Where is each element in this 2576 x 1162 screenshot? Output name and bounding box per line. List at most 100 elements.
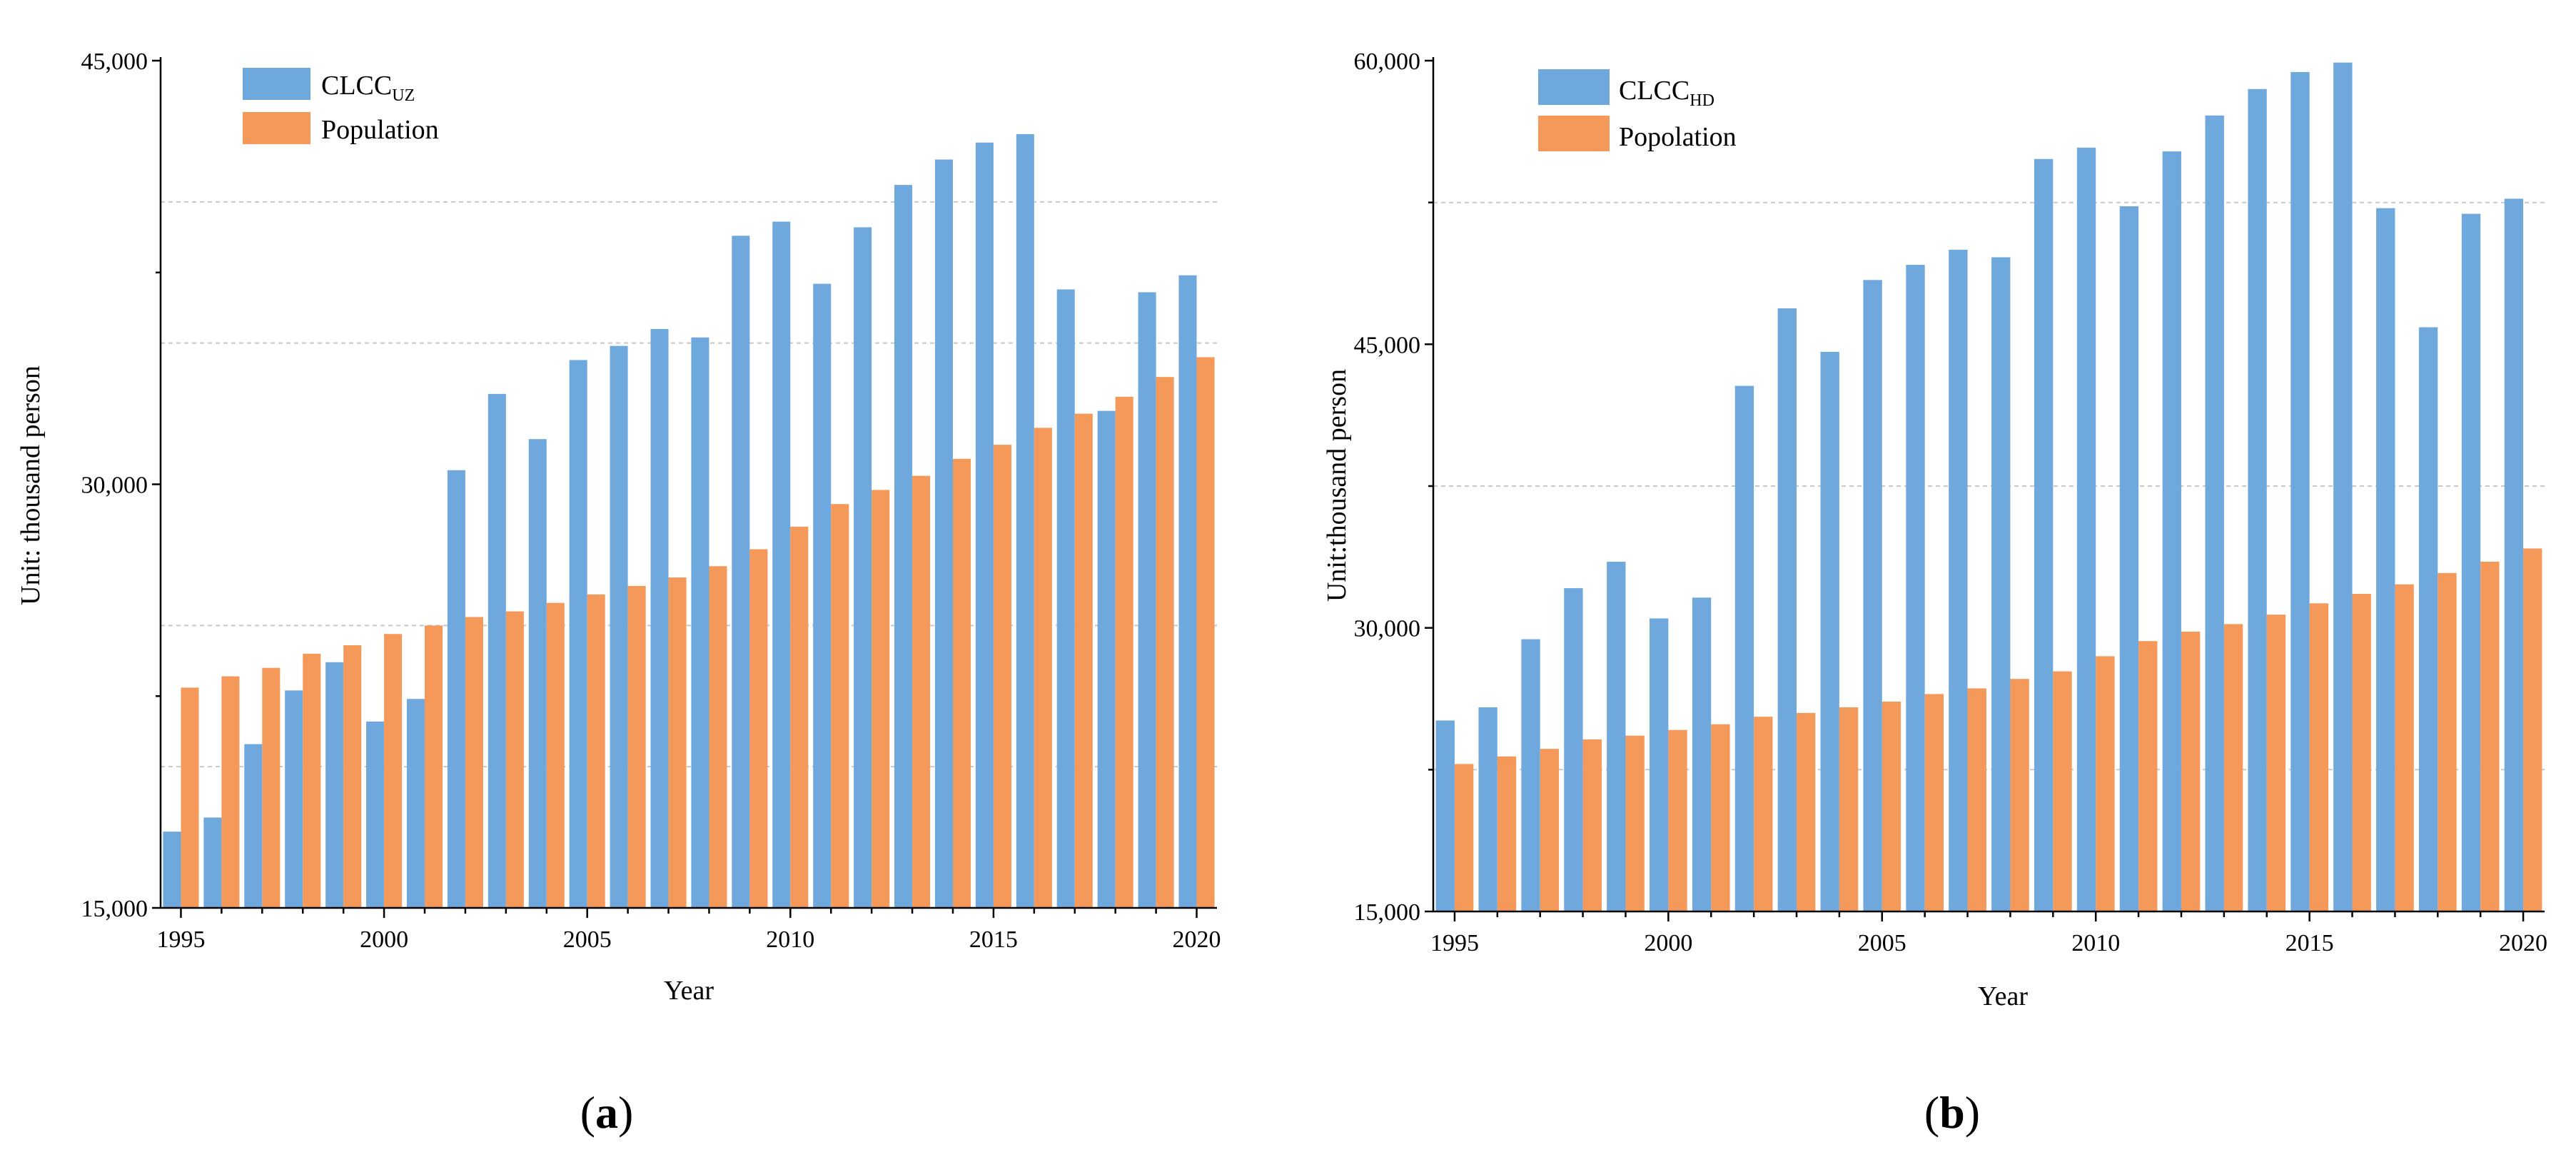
bar-clcc-1998 bbox=[285, 690, 303, 908]
bar-clcc-1997 bbox=[1521, 639, 1540, 911]
bar-clcc-2011 bbox=[2119, 206, 2139, 911]
x-tick-label: 2000 bbox=[360, 926, 408, 953]
legend-label-clcc: CLCCHD bbox=[1619, 76, 1714, 110]
legend: CLCCHD Popolation bbox=[1538, 69, 1737, 152]
bar-population-1998 bbox=[1582, 739, 1602, 911]
bar-clcc-2013 bbox=[894, 185, 913, 908]
bar-clcc-2018 bbox=[2418, 327, 2438, 911]
bar-population-1998 bbox=[303, 653, 321, 908]
panel-label-letter: a bbox=[595, 1087, 618, 1138]
bar-population-2018 bbox=[1115, 396, 1133, 908]
legend-swatch-clcc bbox=[243, 68, 310, 100]
x-tick-label: 2010 bbox=[766, 926, 814, 953]
bar-population-2012 bbox=[872, 490, 890, 908]
bar-clcc-2008 bbox=[1991, 257, 2011, 911]
bar-clcc-2002 bbox=[447, 470, 465, 908]
bar-clcc-2009 bbox=[732, 236, 750, 908]
y-axis-title: Unit:thousand person bbox=[1322, 369, 1352, 602]
bar-clcc-2003 bbox=[488, 393, 506, 908]
legend-label-population: Population bbox=[321, 115, 439, 145]
bar-population-1997 bbox=[262, 667, 281, 908]
bar-population-2007 bbox=[668, 577, 687, 908]
bar-clcc-2006 bbox=[610, 345, 628, 909]
y-tick-label: 15,000 bbox=[81, 896, 148, 922]
bar-population-2001 bbox=[425, 625, 443, 908]
bar-clcc-1996 bbox=[203, 817, 222, 908]
bar-clcc-1998 bbox=[1564, 588, 1583, 911]
bar-clcc-2000 bbox=[1650, 618, 1669, 911]
bar-clcc-2015 bbox=[975, 142, 994, 909]
bar-population-1996 bbox=[1497, 756, 1517, 911]
bar-population-2012 bbox=[2181, 631, 2201, 911]
panel-label-a: (a) bbox=[580, 1087, 634, 1138]
bar-clcc-2007 bbox=[650, 328, 669, 909]
bar-clcc-2011 bbox=[813, 283, 832, 908]
y-tick-label: 45,000 bbox=[81, 49, 148, 75]
bar-population-2003 bbox=[505, 611, 524, 908]
panel-label-close: ) bbox=[1965, 1087, 1980, 1138]
axes: 15,000 30,000 45,000 60,000 1995 2000 2005 2010… bbox=[1354, 49, 2548, 956]
bar-population-2020 bbox=[1196, 357, 1215, 908]
y-tick-label: 15,000 bbox=[1354, 899, 1421, 926]
bar-clcc-2000 bbox=[366, 721, 385, 908]
bar-clcc-2008 bbox=[691, 337, 709, 909]
bar-population-2015 bbox=[2309, 603, 2328, 911]
legend-swatch-clcc bbox=[1538, 69, 1610, 105]
bar-clcc-2016 bbox=[2333, 62, 2353, 911]
bar-population-2005 bbox=[587, 594, 605, 908]
bar-population-2013 bbox=[2223, 624, 2243, 911]
bar-clcc-2003 bbox=[1777, 308, 1797, 911]
bar-clcc-2018 bbox=[1097, 410, 1116, 908]
bar-population-2015 bbox=[993, 445, 1011, 908]
legend-series-subscript: HD bbox=[1689, 91, 1714, 110]
bar-population-2009 bbox=[749, 549, 768, 908]
bar-clcc-2004 bbox=[528, 439, 547, 908]
legend-label-clcc: CLCCUZ bbox=[321, 71, 415, 105]
bar-population-2017 bbox=[1074, 413, 1093, 908]
legend-label-population: Popolation bbox=[1619, 122, 1737, 152]
legend-series-name: CLCC bbox=[321, 71, 392, 101]
bar-clcc-2005 bbox=[569, 360, 587, 908]
bar-population-2014 bbox=[953, 458, 971, 908]
bar-clcc-2017 bbox=[1056, 289, 1075, 908]
x-tick-label: 2000 bbox=[1644, 930, 1692, 956]
bar-clcc-1999 bbox=[325, 662, 344, 908]
bar-clcc-2015 bbox=[2290, 71, 2310, 912]
legend-series-name: CLCC bbox=[1619, 76, 1689, 106]
bar-clcc-2001 bbox=[1692, 597, 1712, 911]
bar-clcc-1997 bbox=[244, 744, 263, 908]
bar-clcc-2005 bbox=[1863, 280, 1882, 911]
bar-clcc-2014 bbox=[2248, 89, 2267, 912]
bar-clcc-2010 bbox=[2076, 147, 2096, 912]
panel-label-letter: b bbox=[1939, 1087, 1965, 1138]
bar-clcc-2020 bbox=[1178, 275, 1197, 908]
bar-population-2005 bbox=[1882, 701, 1901, 911]
bar-population-2017 bbox=[2395, 584, 2414, 911]
bar-population-2011 bbox=[2138, 641, 2158, 911]
bar-population-2010 bbox=[790, 526, 809, 908]
y-axis-title: Unit: thousand person bbox=[16, 365, 46, 605]
x-tick-label: 2020 bbox=[2499, 930, 2547, 956]
bar-clcc-2016 bbox=[1016, 133, 1034, 909]
y-tick-label: 45,000 bbox=[1354, 332, 1421, 358]
bar-population-2016 bbox=[2352, 593, 2371, 911]
bar-population-2003 bbox=[1797, 712, 1816, 911]
x-tick-label: 1995 bbox=[156, 926, 205, 953]
x-axis-title: Year bbox=[1978, 981, 2028, 1011]
chart-panel-a: 15,000 30,000 45,000 1995 2000 2005 2010 2015 20… bbox=[16, 49, 1221, 1138]
bars bbox=[163, 133, 1215, 909]
bar-population-2013 bbox=[912, 475, 931, 908]
panel-label-open: ( bbox=[580, 1087, 595, 1138]
bar-clcc-2019 bbox=[1138, 292, 1156, 908]
bar-population-2019 bbox=[1156, 377, 1174, 908]
chart-panel-b: 15,000 30,000 45,000 60,000 1995 2000 2005 2010… bbox=[1322, 49, 2547, 1138]
bar-population-2010 bbox=[2096, 656, 2115, 911]
x-tick-label: 2015 bbox=[969, 926, 1018, 953]
x-tick-label: 2005 bbox=[1858, 930, 1906, 956]
bar-population-1997 bbox=[1540, 749, 1560, 911]
bars bbox=[1435, 62, 2542, 912]
x-tick-label: 2015 bbox=[2285, 930, 2334, 956]
bar-population-2018 bbox=[2438, 572, 2457, 911]
bar-clcc-2001 bbox=[406, 699, 425, 908]
